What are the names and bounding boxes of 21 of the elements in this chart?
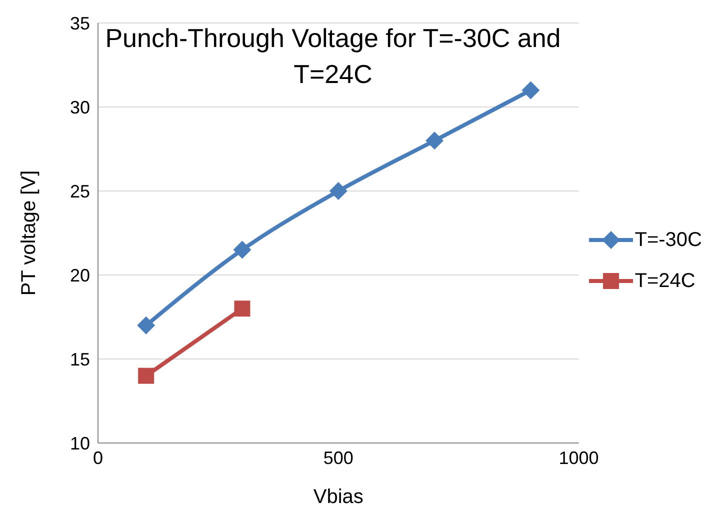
point: [137, 316, 156, 334]
y-tick-label: 35: [70, 13, 90, 34]
y-tick-label: 25: [70, 181, 90, 202]
y-tick-label: 20: [70, 265, 90, 286]
point: [522, 81, 540, 100]
x-tick-label: 500: [323, 448, 354, 468]
text: Punch-Through Voltage for T=-30C and T=24C: [104, 22, 562, 91]
y-tick-label: 10: [70, 433, 90, 454]
y-tick-label: 30: [70, 97, 90, 118]
x-tick-label: 1000: [558, 448, 599, 468]
point: [138, 368, 154, 384]
legend-label: T=-30C: [634, 228, 702, 252]
x-tick-label: 0: [92, 448, 104, 468]
point: [233, 240, 252, 259]
y-axis-title: PT voltage [V]: [18, 170, 40, 296]
point: [329, 182, 348, 200]
point: [426, 132, 444, 150]
point: [234, 300, 250, 317]
legend-label: T=24C: [634, 270, 696, 292]
y-tick-label: 15: [70, 349, 90, 370]
x-axis-title: Vbias: [313, 486, 364, 508]
